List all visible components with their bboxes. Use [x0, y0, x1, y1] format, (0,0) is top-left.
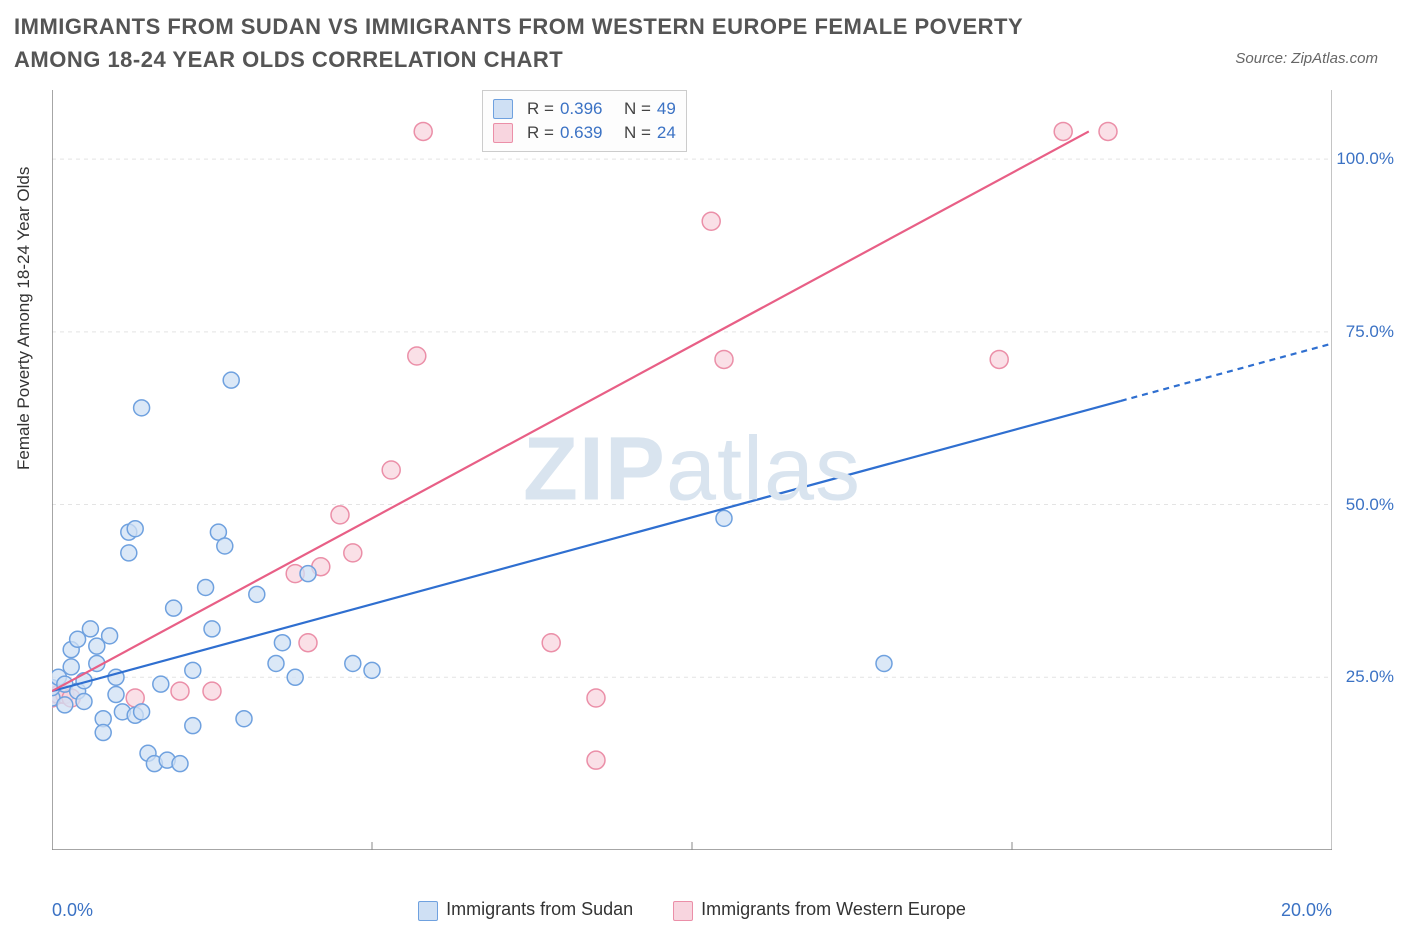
stats-row: R = 0.639 N = 24 — [493, 121, 676, 145]
y-tick-label: 25.0% — [1346, 667, 1394, 687]
n-value: 24 — [657, 123, 676, 143]
y-tick-label: 75.0% — [1346, 322, 1394, 342]
source-name: ZipAtlas.com — [1291, 50, 1378, 67]
series-swatch — [493, 99, 513, 119]
r-value: 0.396 — [560, 99, 603, 119]
source-prefix: Source: — [1235, 50, 1291, 67]
x-axis-legend: 0.0% Immigrants from Sudan Immigrants fro… — [52, 896, 1332, 924]
n-label: N = — [624, 123, 651, 143]
legend-label: Immigrants from Sudan — [446, 899, 633, 919]
source-line: Source: ZipAtlas.com — [1235, 50, 1378, 67]
r-label: R = — [527, 99, 554, 119]
y-tick-label: 50.0% — [1346, 495, 1394, 515]
chart-area: ZIPatlas 25.0%50.0%75.0%100.0% R = 0.396… — [52, 90, 1332, 850]
r-value: 0.639 — [560, 123, 603, 143]
legend-item: Immigrants from Western Europe — [673, 899, 966, 920]
scatter-plot — [52, 90, 1332, 850]
stats-legend-box: R = 0.396 N = 49R = 0.639 N = 24 — [482, 90, 687, 152]
series-swatch — [418, 901, 438, 921]
series-swatch — [673, 901, 693, 921]
series-swatch — [493, 123, 513, 143]
legend-label: Immigrants from Western Europe — [701, 899, 966, 919]
y-tick-label: 100.0% — [1336, 149, 1394, 169]
stats-row: R = 0.396 N = 49 — [493, 97, 676, 121]
y-axis-label: Female Poverty Among 18-24 Year Olds — [14, 167, 34, 470]
n-label: N = — [624, 99, 651, 119]
r-label: R = — [527, 123, 554, 143]
x-tick-max: 20.0% — [1281, 900, 1332, 921]
chart-title: IMMIGRANTS FROM SUDAN VS IMMIGRANTS FROM… — [14, 10, 1114, 76]
n-value: 49 — [657, 99, 676, 119]
legend-item: Immigrants from Sudan — [418, 899, 633, 920]
x-tick-min: 0.0% — [52, 900, 93, 921]
